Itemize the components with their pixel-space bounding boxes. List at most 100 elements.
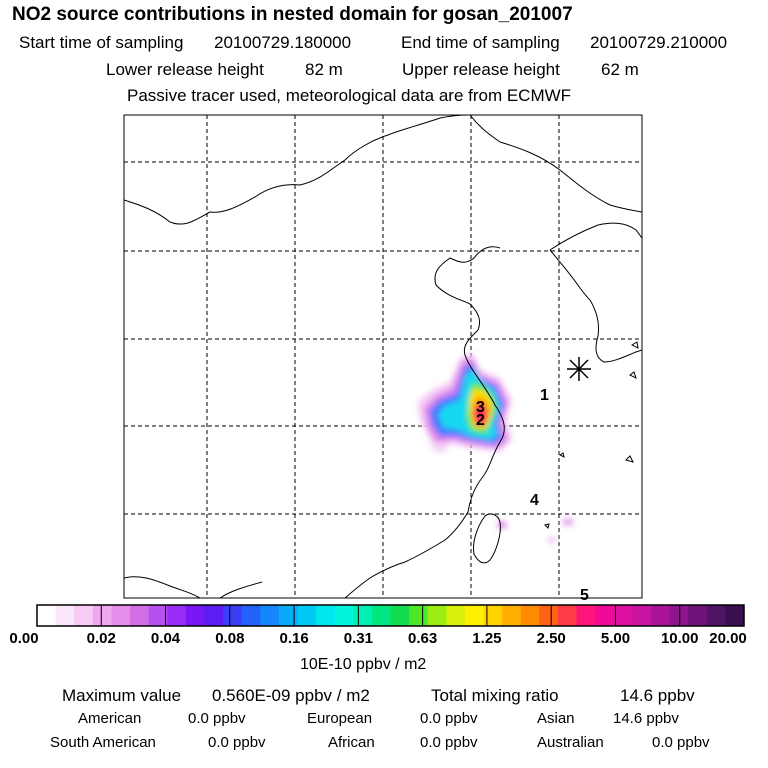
plot-title: NO2 source contributions in nested domai… [12, 4, 573, 25]
lower-height-value: 82 m [305, 60, 343, 79]
region-value-asian: 14.6 ppbv [613, 710, 679, 727]
colorbar-swatch [316, 605, 336, 626]
region-label-3: 3 [476, 399, 485, 416]
colorbar-tick-label: 0.08 [215, 630, 245, 647]
colorbar-swatch [483, 605, 503, 626]
colorbar-tick-label: 0.00 [9, 630, 39, 647]
colorbar-swatch [632, 605, 652, 626]
colorbar-swatch [223, 605, 243, 626]
border-northeast [469, 115, 642, 213]
colorbar-swatch [613, 605, 633, 626]
river-inland [124, 576, 263, 598]
colorbar-tick-label: 0.63 [408, 630, 438, 647]
colorbar-swatch [74, 605, 94, 626]
colorbar-tick-label: 0.02 [86, 630, 116, 647]
colorbar-swatch [297, 605, 317, 626]
colorbar-tick-label: 1.25 [472, 630, 502, 647]
coast-bohai [344, 246, 505, 598]
colorbar-swatch [446, 605, 466, 626]
colorbar-swatch [148, 605, 168, 626]
plume-patch-taiwan [497, 521, 507, 529]
colorbar-swatch [353, 605, 373, 626]
region-value-european: 0.0 ppbv [420, 710, 478, 727]
colorbar-swatch [669, 605, 689, 626]
region-name-european: European [307, 710, 373, 727]
colorbar-swatch [688, 605, 708, 626]
upper-height-label: Upper release height [402, 60, 560, 79]
colorbar-swatch [37, 605, 57, 626]
colorbar-tick-label: 0.04 [150, 630, 181, 647]
region-name-american: American [78, 710, 142, 727]
lower-height-label: Lower release height [106, 60, 264, 79]
colorbar-swatch [111, 605, 131, 626]
korea-west [549, 249, 591, 301]
total-mixing-label: Total mixing ratio [431, 686, 559, 705]
korea [549, 222, 642, 363]
colorbar-swatch [278, 605, 298, 626]
start-time-value: 20100729.180000 [214, 33, 352, 52]
colorbar-swatch [557, 605, 578, 626]
taiwan [473, 513, 501, 564]
colorbar-swatch [92, 605, 112, 626]
colorbar-swatch [464, 605, 485, 626]
colorbar-tick-label: 2.50 [536, 630, 566, 647]
plume-patch-sw [432, 444, 448, 452]
colorbar-swatch [576, 605, 596, 626]
colorbar-swatch [371, 605, 391, 626]
colorbar-swatch [185, 605, 205, 626]
region-label-2: 2 [476, 412, 485, 429]
coastlines [124, 115, 642, 598]
region-value-south-american: 0.0 ppbv [208, 734, 266, 751]
colorbar-tick-label: 20.00 [709, 630, 747, 647]
colorbar-swatch [520, 605, 540, 626]
colorbar-tick-label: 5.00 [600, 630, 631, 647]
region-value-african: 0.0 ppbv [420, 734, 478, 751]
colorbar-swatch [502, 605, 522, 626]
region-name-asian: Asian [537, 710, 575, 727]
colorbar-swatch [409, 605, 429, 626]
plume-patch-east [562, 518, 574, 526]
colorbar-swatch [130, 605, 150, 626]
colorbar-swatch [260, 605, 280, 626]
colorbar-swatch [334, 605, 354, 626]
colorbar-swatch [204, 605, 224, 626]
region-value-american: 0.0 ppbv [188, 710, 246, 727]
colorbar-swatch [706, 605, 726, 626]
colorbar-swatch [595, 605, 615, 626]
region-name-african: African [328, 734, 375, 751]
total-mixing-value: 14.6 ppbv [620, 686, 695, 705]
border-north [124, 115, 469, 225]
colorbar-units: 10E-10 ppbv / m2 [300, 656, 427, 673]
region-label-1: 1 [540, 387, 549, 404]
receptor-marker [567, 357, 591, 381]
colorbar-tick-label: 0.16 [279, 630, 309, 647]
colorbar-swatch [55, 605, 75, 626]
region-label-5: 5 [580, 587, 589, 604]
plume-contours [418, 352, 574, 544]
colorbar-swatch [390, 605, 410, 626]
region-name-australian: Australian [537, 734, 604, 751]
start-time-label: Start time of sampling [19, 33, 184, 52]
colorbar-swatch [539, 605, 559, 626]
end-time-value: 20100729.210000 [590, 33, 728, 52]
region-value-australian: 0.0 ppbv [652, 734, 710, 751]
tracer-note: Passive tracer used, meteorological data… [127, 86, 572, 105]
plume-patch-se [547, 536, 557, 544]
japan-islands [544, 341, 639, 529]
region-name-south-american: South American [50, 734, 156, 751]
upper-height-value: 62 m [601, 60, 639, 79]
colorbar-tick-label: 10.00 [660, 630, 699, 647]
plume-red [473, 404, 488, 426]
colorbar-swatch [427, 605, 447, 626]
max-value-label: Maximum value [62, 686, 182, 705]
colorbar-swatch [650, 605, 671, 626]
region-labels: 1 3 2 4 5 [476, 387, 589, 604]
max-value: 0.560E-09 ppbv / m2 [212, 686, 370, 705]
end-time-label: End time of sampling [401, 33, 560, 52]
colorbar-tick-label: 0.31 [343, 630, 373, 647]
colorbar-swatch [725, 605, 745, 626]
region-label-4: 4 [530, 492, 539, 509]
colorbar-swatch [167, 605, 187, 626]
colorbar-frame [36, 604, 745, 627]
